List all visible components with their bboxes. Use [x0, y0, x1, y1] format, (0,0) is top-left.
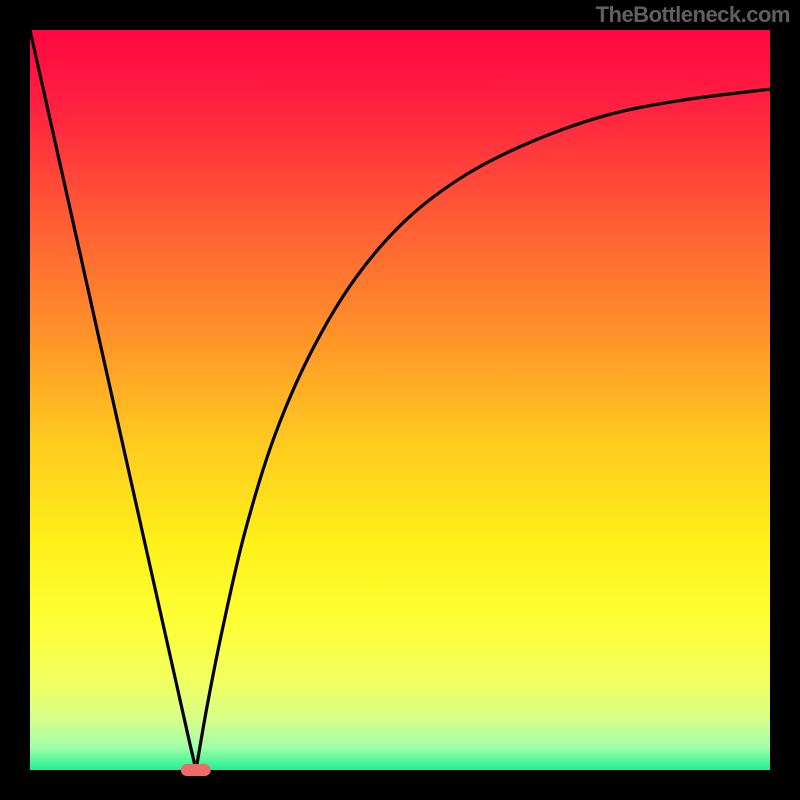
chart-frame: TheBottleneck.com [0, 0, 800, 800]
watermark-text: TheBottleneck.com [596, 2, 790, 28]
optimal-point-marker [181, 764, 211, 776]
plot-background [30, 30, 770, 770]
bottleneck-chart [0, 0, 800, 800]
